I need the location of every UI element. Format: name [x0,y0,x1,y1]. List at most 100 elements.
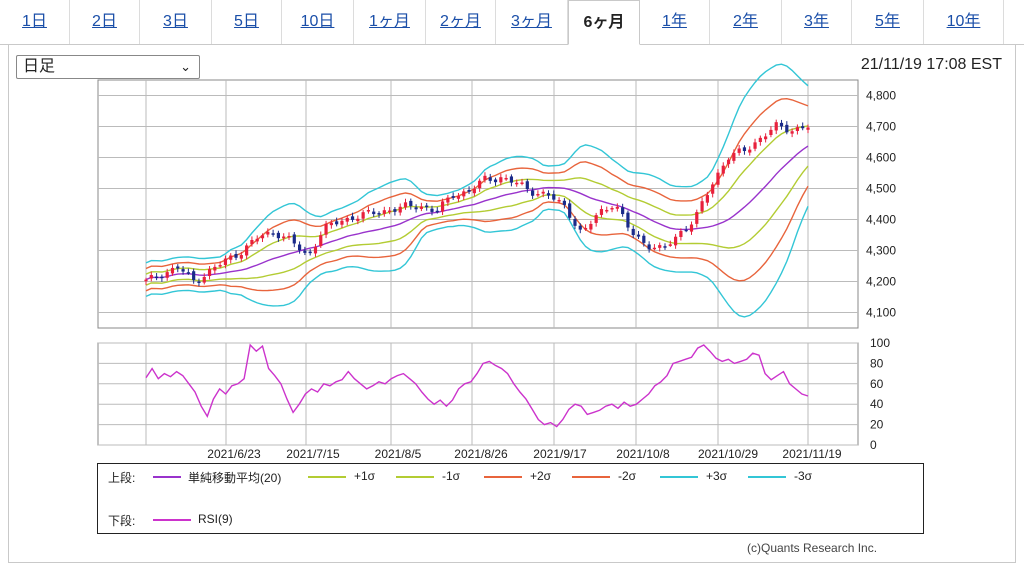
candle-body-115 [753,142,757,149]
candle-body-35 [329,222,333,226]
rsi-tick-label-0: 0 [870,438,877,452]
price-tick-label-4: 4,500 [866,182,896,196]
candle-body-27 [287,235,291,238]
candle-body-80 [568,203,572,218]
x-tick-label-1: 2021/7/15 [286,447,340,461]
rsi-tick-label-4: 80 [870,356,884,370]
rsi-tick-label-3: 60 [870,377,884,391]
legend-plus3-swatch [660,476,698,478]
candle-body-53 [425,205,429,208]
candle-body-73 [531,190,535,196]
tab-7[interactable]: 3ヶ月 [496,0,568,44]
candle-body-48 [398,206,402,213]
candle-body-22 [260,235,265,239]
candle-body-106 [705,195,709,203]
tab-12[interactable]: 5年 [852,0,924,44]
legend-minus2-swatch [572,476,610,478]
tab-6[interactable]: 2ヶ月 [426,0,496,44]
candle-body-61 [467,189,471,192]
candle-body-12 [207,268,212,277]
tab-10[interactable]: 2年 [710,0,782,44]
timestamp: 21/11/19 17:08 EST [860,56,1002,73]
candle-body-103 [689,224,694,232]
candle-body-14 [218,265,222,267]
rsi-line [145,343,809,428]
candle-body-86 [599,209,604,215]
tab-9[interactable]: 1年 [640,0,710,44]
candle-body-6 [176,266,180,269]
legend-plus2-swatch [484,476,522,478]
candle-body-90 [621,207,625,215]
candle-body-52 [419,206,423,209]
interval-select[interactable]: 日足 ⌄ [16,55,200,79]
band-line-m2 [145,185,809,292]
candle-body-37 [340,220,344,225]
candle-body-98 [663,246,667,248]
candle-body-50 [409,200,413,206]
x-tick-label-7: 2021/11/19 [782,447,841,461]
candle-body-62 [472,188,476,194]
candle-body-114 [748,149,752,153]
candle-body-84 [589,223,593,230]
x-tick-label-3: 2021/8/26 [454,447,508,461]
tab-11[interactable]: 3年 [782,0,852,44]
tab-13[interactable]: 10年 [924,0,1004,44]
price-tick-label-7: 4,800 [866,89,896,103]
candle-body-2 [154,276,159,279]
candle-body-78 [557,200,561,202]
tab-2[interactable]: 3日 [140,0,212,44]
band-line-mid [145,145,809,281]
candle-body-38 [345,217,349,222]
legend-minus1-swatch [396,476,434,478]
candle-body-118 [769,129,773,135]
price-tick-label-2: 4,300 [866,244,896,258]
candle-body-44 [377,213,381,215]
legend-sma: 単純移動平均(20) [188,471,282,485]
candle-body-59 [456,196,461,199]
legend-upper-label: 上段: [108,471,136,485]
candle-body-95 [647,244,651,250]
tab-8[interactable]: 6ヶ月 [568,0,640,45]
candle-body-57 [446,197,450,203]
candle-body-29 [297,244,302,251]
candle-body-32 [313,246,318,254]
tab-5[interactable]: 1ヶ月 [354,0,426,44]
candle-body-93 [636,234,641,237]
price-tick-label-6: 4,700 [866,120,896,134]
x-tick-label-6: 2021/10/29 [698,447,758,461]
candle-body-119 [774,122,778,131]
candle-body-46 [388,210,392,213]
candle-body-97 [658,245,662,248]
band-line-m1 [145,165,809,286]
candle-body-41 [361,212,365,219]
tab-4[interactable]: 10日 [282,0,354,44]
legend-minus3-swatch [748,476,786,478]
candle-body-83 [583,227,588,230]
price-plot-frame [97,79,859,329]
tab-1[interactable]: 2日 [70,0,140,44]
candle-body-16 [229,255,233,260]
price-tick-label-3: 4,400 [866,213,896,227]
candle-body-17 [234,253,238,258]
candle-body-87 [605,209,609,212]
tab-3[interactable]: 5日 [212,0,282,44]
candle-body-60 [462,191,466,197]
candle-body-33 [319,235,323,247]
x-tick-label-5: 2021/10/8 [616,447,670,461]
candle-body-125 [806,127,810,130]
candle-body-67 [499,177,503,183]
candle-body-65 [488,177,492,181]
candle-body-28 [292,234,296,244]
candle-body-0 [144,279,148,282]
price-tick-label-5: 4,600 [866,151,896,165]
legend: 上段: 単純移動平均(20) +1σ -1σ +2σ -2σ +3σ -3σ 下… [97,463,924,534]
legend-plus2: +2σ [530,469,552,483]
candle-body-112 [737,148,741,153]
candle-body-34 [324,223,328,235]
legend-minus3: -3σ [794,469,813,483]
candle-body-108 [716,172,720,185]
legend-rsi-swatch [153,519,191,521]
tab-0[interactable]: 1日 [0,0,70,44]
candle-body-43 [372,211,376,215]
period-tabs: 1日 2日 3日 5日 10日 1ヶ月 2ヶ月 3ヶ月 6ヶ月 1年 2年 3年 5年 10年 [0,0,1024,45]
